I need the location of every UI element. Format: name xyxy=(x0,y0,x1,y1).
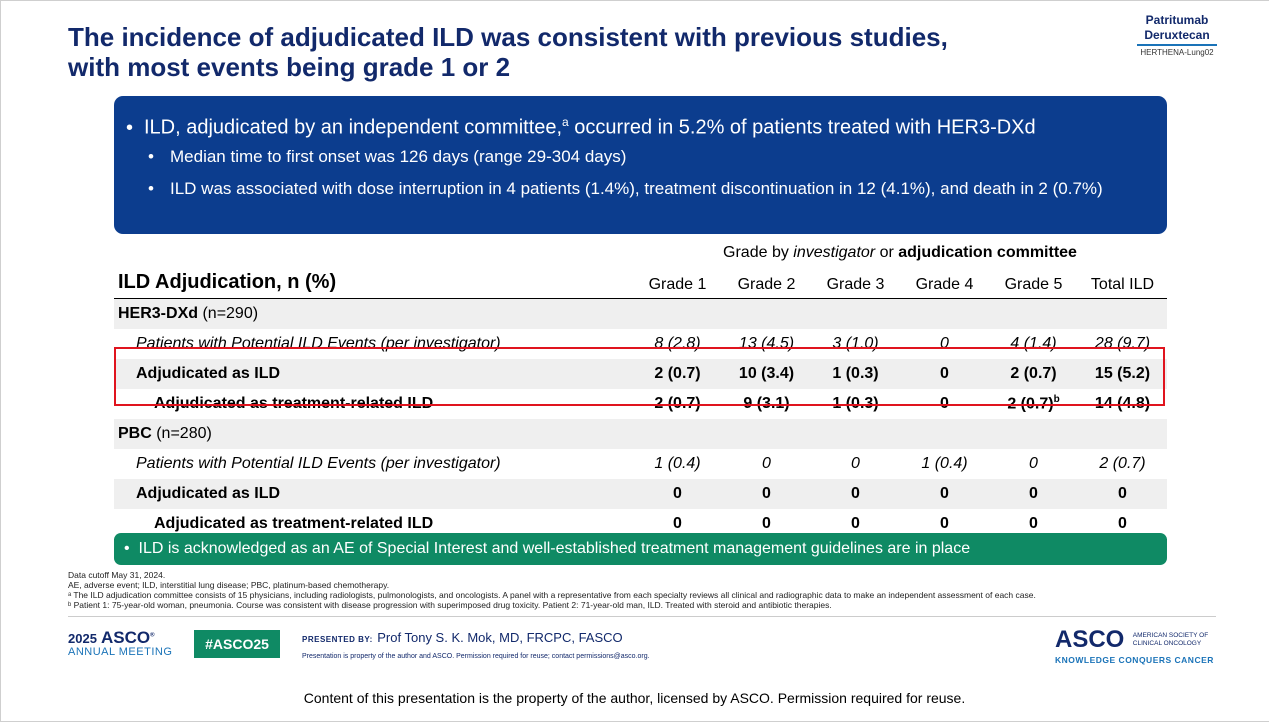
row-label: Patients with Potential ILD Events (per … xyxy=(136,335,501,352)
section-name: PBC xyxy=(118,425,152,442)
column-header: Total ILD xyxy=(1078,268,1167,299)
table-cell: 13 (4.5) xyxy=(738,335,795,352)
table-cell: 3 (1.0) xyxy=(832,335,879,352)
table-row: Adjudicated as ILD 2 (0.7) 10 (3.4) 1 (0… xyxy=(114,359,1167,389)
conclusion-box: • ILD is acknowledged as an AE of Specia… xyxy=(114,533,1167,565)
row-label: Adjudicated as ILD xyxy=(114,359,633,389)
meeting-logo: 2025 ASCO® ANNUAL MEETING xyxy=(68,628,173,658)
table-row: Adjudicated as ILD 0 0 0 0 0 0 xyxy=(114,479,1167,509)
table-cell: 1 (0.4) xyxy=(921,455,968,472)
slide-title: The incidence of adjudicated ILD was con… xyxy=(68,22,1068,82)
table-cell: 1 (0.3) xyxy=(811,359,900,389)
table-cell: 2 (0.7) xyxy=(989,359,1078,389)
table-cell: 10 (3.4) xyxy=(722,359,811,389)
table-row: Patients with Potential ILD Events (per … xyxy=(114,329,1167,359)
footnote-ref-a: a xyxy=(562,115,569,129)
footnote: ᵃ The ILD adjudication committee consist… xyxy=(68,590,1036,600)
row-label: Patients with Potential ILD Events (per … xyxy=(136,455,501,472)
table-cell: 0 xyxy=(1029,455,1038,472)
table-cell: 15 (5.2) xyxy=(1078,359,1167,389)
table-cell: 0 xyxy=(1078,479,1167,509)
presenter-info: PRESENTED BY: Prof Tony S. K. Mok, MD, F… xyxy=(302,630,650,660)
asco-logo: ASCO AMERICAN SOCIETY OF CLINICAL ONCOLOG… xyxy=(1055,626,1214,665)
table-cell: 0 xyxy=(989,479,1078,509)
brand-divider xyxy=(1137,44,1217,46)
table-cell: 2 (0.7) xyxy=(654,395,701,412)
footnote: AE, adverse event; ILD, interstitial lun… xyxy=(68,580,390,590)
brand-line-1: Patritumab xyxy=(1145,13,1209,27)
table-cell: 0 xyxy=(851,455,860,472)
footer-divider xyxy=(68,616,1216,617)
brand-trial-name: HERTHENA-Lung02 xyxy=(1140,48,1214,57)
grade-group-label: Grade by investigator or adjudication co… xyxy=(723,244,1077,261)
footnote: Data cutoff May 31, 2024. xyxy=(68,570,166,580)
section-row-her3: HER3-DXd (n=290) xyxy=(114,298,1167,329)
copyright-notice: Content of this presentation is the prop… xyxy=(0,680,1269,721)
table-cell: 0 xyxy=(900,479,989,509)
footnote-ref-b: b xyxy=(1053,394,1060,406)
table-cell: 0 xyxy=(762,455,771,472)
table-cell: 1 (0.3) xyxy=(832,395,879,412)
column-header: Grade 2 xyxy=(722,268,811,299)
presenter-name: Prof Tony S. K. Mok, MD, FRCPC, FASCO xyxy=(377,630,623,645)
property-notice: Presentation is property of the author a… xyxy=(302,653,650,660)
hashtag-badge: #ASCO25 xyxy=(194,630,280,658)
table-cell: 0 xyxy=(722,479,811,509)
finding-subbullet-2: • ILD was associated with dose interrupti… xyxy=(148,179,1103,198)
section-row-pbc: PBC (n=280) xyxy=(114,419,1167,449)
drug-brand: Patritumab Deruxtecan HERTHENA-Lung02 xyxy=(1137,13,1217,58)
table-group-header: Grade by investigator or adjudication co… xyxy=(114,238,1167,268)
table-cell: 0 xyxy=(811,479,900,509)
column-header: Grade 1 xyxy=(633,268,722,299)
key-findings-box: • ILD, adjudicated by an independent comm… xyxy=(114,96,1167,234)
table-cell: 4 (1.4) xyxy=(1010,335,1057,352)
finding-subbullet-1: • Median time to first onset was 126 days… xyxy=(148,147,627,166)
column-header: Grade 4 xyxy=(900,268,989,299)
ild-adjudication-table: Grade by investigator or adjudication co… xyxy=(114,238,1167,540)
table-header-row: ILD Adjudication, n (%) Grade 1 Grade 2 … xyxy=(114,268,1167,299)
table-cell: 2 (0.7) xyxy=(633,359,722,389)
table-cell: 0 xyxy=(900,359,989,389)
table-cell: 9 (3.1) xyxy=(743,395,790,412)
table-row: Patients with Potential ILD Events (per … xyxy=(114,449,1167,479)
bullet-dot-icon: • xyxy=(124,540,130,557)
bullet-dot-icon: • xyxy=(148,147,154,166)
table-title: ILD Adjudication, n (%) xyxy=(114,268,633,299)
table-cell: 8 (2.8) xyxy=(654,335,701,352)
section-n: (n=280) xyxy=(151,425,212,442)
footnote: ᵇ Patient 1: 75-year-old woman, pneumoni… xyxy=(68,600,832,610)
section-n: (n=290) xyxy=(198,305,259,322)
table-cell: 28 (9.7) xyxy=(1094,335,1151,352)
row-label: Adjudicated as treatment-related ILD xyxy=(154,395,434,412)
conclusion-text: ILD is acknowledged as an AE of Special … xyxy=(138,540,971,557)
row-label: Adjudicated as ILD xyxy=(114,479,633,509)
table-cell: 2 (0.7) xyxy=(1099,455,1146,472)
title-line-2: with most events being grade 1 or 2 xyxy=(68,52,511,82)
bullet-dot-icon: • xyxy=(126,116,134,139)
table-cell: 2 (0.7)b xyxy=(1007,394,1060,413)
bullet-dot-icon: • xyxy=(148,179,154,198)
table-row: Adjudicated as treatment-related ILD 2 (… xyxy=(114,389,1167,419)
finding-bullet-1: • ILD, adjudicated by an independent comm… xyxy=(126,115,1036,139)
footnotes: Data cutoff May 31, 2024. AE, adverse ev… xyxy=(68,570,1228,610)
table-cell: 14 (4.8) xyxy=(1094,395,1151,412)
slide: The incidence of adjudicated ILD was con… xyxy=(68,13,1228,665)
table-cell: 1 (0.4) xyxy=(654,455,701,472)
section-name: HER3-DXd xyxy=(118,305,199,322)
brand-line-2: Deruxtecan xyxy=(1144,28,1210,42)
column-header: Grade 3 xyxy=(811,268,900,299)
column-header: Grade 5 xyxy=(989,268,1078,299)
table-cell: 0 xyxy=(633,479,722,509)
title-line-1: The incidence of adjudicated ILD was con… xyxy=(68,22,948,52)
table-cell: 0 xyxy=(940,335,949,352)
table-cell: 0 xyxy=(940,395,949,412)
